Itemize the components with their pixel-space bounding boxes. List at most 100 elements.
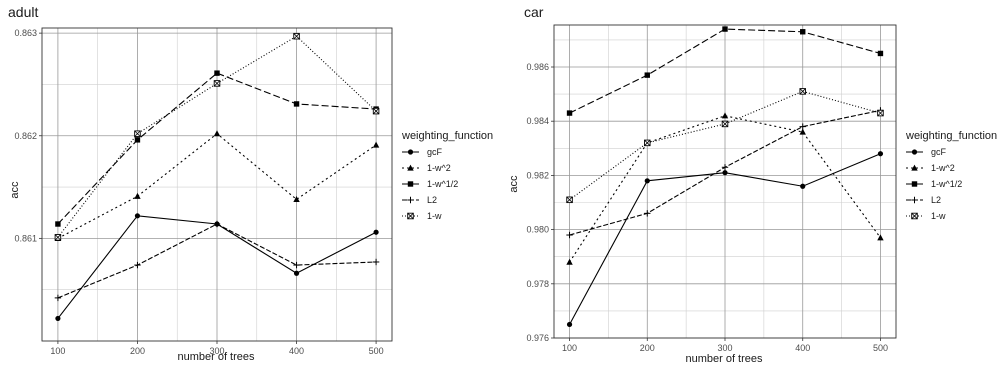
- point-marker: [566, 110, 573, 116]
- point-marker: [877, 109, 884, 117]
- legend-label: 1-w^1/2: [427, 179, 458, 189]
- major-grid: [39, 28, 392, 344]
- point-marker: [54, 234, 62, 241]
- legend-title: weighting_function: [905, 130, 997, 142]
- series-1-w: [566, 88, 884, 204]
- point-marker: [372, 107, 380, 115]
- y-axis-title: acc: [508, 175, 520, 193]
- legend: gcF 1-w^2 1-w^1/2 L2 1-w: [402, 147, 458, 221]
- x-axis-title: number of trees: [177, 351, 255, 363]
- major-grid: [551, 25, 896, 341]
- legend-label: 1-w: [931, 211, 946, 221]
- chart-title: adult: [8, 4, 38, 20]
- panel-border: [41, 27, 393, 342]
- point-marker: [911, 196, 918, 204]
- marker-stroke: [799, 88, 806, 95]
- point-marker: [877, 151, 884, 157]
- marker-stroke: [721, 120, 729, 127]
- marker-stroke: [911, 212, 918, 220]
- legend-label: gcF: [931, 147, 947, 157]
- marker-stroke: [54, 234, 61, 241]
- point-marker: [213, 130, 221, 137]
- marker-stroke: [407, 212, 414, 220]
- y-tick-label: 0.976: [526, 333, 549, 343]
- plot-panel-adult: 100 200 300 400 500 0.861 0.862 0.863 gcF 1-w^2 1-…: [14, 27, 458, 356]
- point-marker: [566, 231, 573, 239]
- point-marker: [799, 123, 806, 130]
- x-tick-label: 400: [795, 343, 810, 353]
- point-marker: [214, 70, 220, 76]
- marker-stroke: [293, 33, 300, 40]
- point-marker: [134, 137, 141, 143]
- point-marker: [722, 26, 728, 32]
- series-L2: [54, 220, 380, 302]
- legend-label: L2: [427, 195, 437, 205]
- x-tick-label: 100: [562, 343, 577, 353]
- legend-label: gcF: [427, 147, 443, 157]
- marker-stroke: [877, 109, 884, 117]
- marker-stroke: [566, 196, 573, 203]
- point-marker: [644, 139, 651, 147]
- point-marker: [55, 221, 61, 227]
- x-tick-label: 300: [717, 343, 732, 353]
- point-marker: [134, 213, 141, 219]
- chart-title: car: [524, 4, 544, 20]
- chart-car: car acc number of trees weighting_functi…: [508, 4, 997, 365]
- point-marker: [566, 196, 573, 204]
- legend-label: 1-w^2: [427, 163, 451, 173]
- point-marker: [134, 130, 141, 137]
- series-gcF: [566, 151, 884, 328]
- point-marker: [407, 149, 414, 155]
- point-marker: [134, 192, 141, 199]
- point-marker: [293, 32, 300, 40]
- y-tick-label: 0.986: [526, 62, 549, 72]
- point-marker: [293, 195, 300, 202]
- chart-adult: adult acc number of trees weighting_func…: [8, 4, 493, 363]
- legend-label: 1-w: [427, 211, 442, 221]
- x-tick-label: 500: [873, 343, 888, 353]
- point-marker: [721, 164, 729, 171]
- point-marker: [407, 181, 414, 187]
- legend: gcF 1-w^2 1-w^1/2 L2 1-w: [906, 147, 962, 221]
- x-tick-label: 500: [369, 346, 384, 356]
- panel-border: [553, 24, 897, 339]
- point-marker: [566, 321, 573, 328]
- x-tick-label: 200: [640, 343, 655, 353]
- point-marker: [54, 294, 62, 302]
- y-tick-label: 0.978: [526, 279, 549, 289]
- point-marker: [293, 261, 300, 269]
- y-tick-label: 0.863: [14, 28, 37, 38]
- point-marker: [911, 181, 918, 187]
- marker-stroke: [373, 108, 380, 115]
- point-marker: [407, 196, 414, 204]
- point-marker: [911, 212, 918, 220]
- point-marker: [134, 261, 141, 269]
- y-tick-label: 0.980: [526, 225, 549, 235]
- point-marker: [55, 315, 61, 322]
- x-axis-title: number of trees: [685, 353, 763, 365]
- marker-stroke: [213, 80, 221, 87]
- point-marker: [213, 220, 221, 228]
- series-line: [57, 72, 377, 225]
- legend-label: L2: [931, 195, 941, 205]
- point-marker: [407, 164, 414, 171]
- point-marker: [800, 29, 806, 35]
- point-marker: [372, 141, 380, 148]
- y-tick-label: 0.862: [14, 131, 37, 141]
- point-marker: [407, 212, 414, 220]
- series-1-w^2: [54, 130, 380, 241]
- plot-panel-car: 100 200 300 400 500 0.976 0.978 0.980 0.982 0.984…: [526, 24, 962, 353]
- point-marker: [877, 50, 884, 57]
- point-marker: [372, 258, 380, 266]
- point-marker: [566, 258, 573, 265]
- legend-label: 1-w^2: [931, 163, 955, 173]
- x-tick-label: 200: [130, 346, 145, 356]
- point-marker: [799, 88, 806, 95]
- point-marker: [721, 112, 729, 119]
- x-tick-label: 400: [289, 346, 304, 356]
- series-1-w: [54, 32, 380, 241]
- legend-title: weighting_function: [401, 130, 493, 142]
- point-marker: [293, 270, 300, 276]
- series-line: [57, 35, 377, 238]
